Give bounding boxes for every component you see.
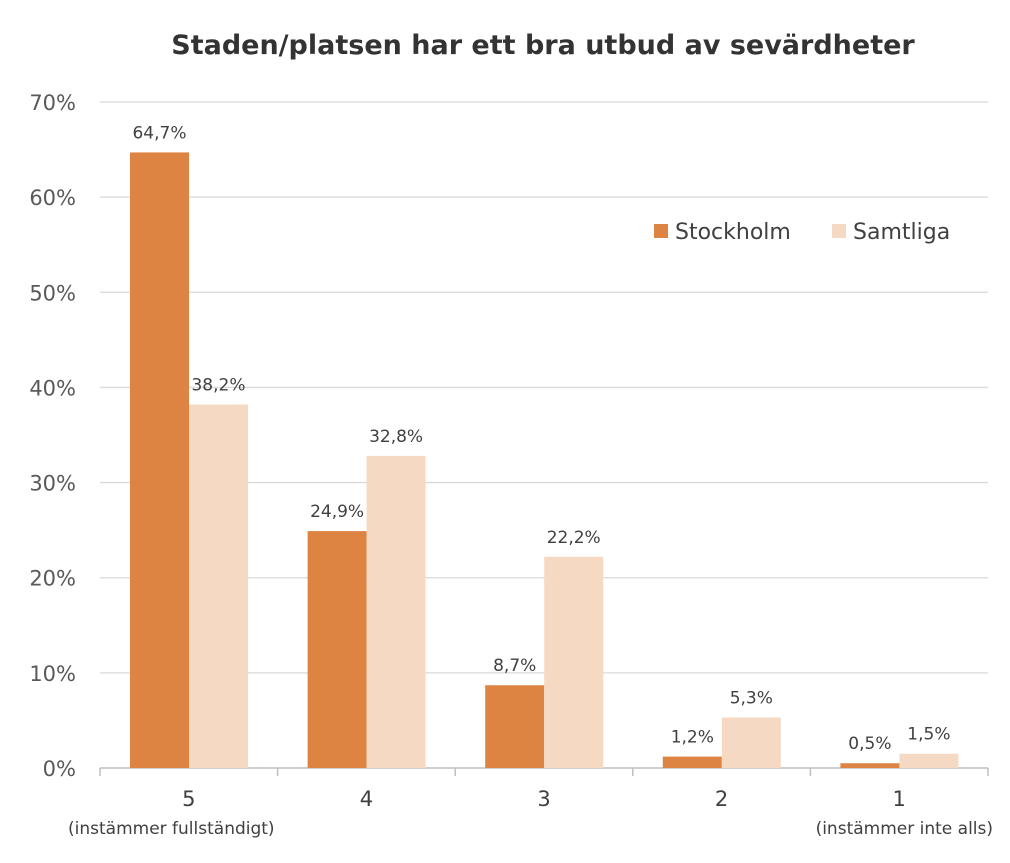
y-tick-label: 40% [29, 376, 76, 400]
y-tick-label: 20% [29, 567, 76, 591]
data-label: 24,9% [310, 502, 364, 522]
legend: Stockholm Samtliga [654, 220, 950, 245]
data-label: 22,2% [547, 528, 601, 548]
y-tick-label: 10% [29, 662, 76, 686]
y-tick-label: 30% [29, 472, 76, 496]
y-tick-label: 50% [29, 281, 76, 305]
bar-samtliga [899, 753, 959, 768]
bar-stockholm [662, 756, 722, 768]
x-tick-label: 2 [715, 787, 728, 811]
data-label: 38,2% [191, 376, 245, 396]
legend-label: Samtliga [853, 220, 950, 245]
x-tick-label: 4 [360, 787, 373, 811]
bar-samtliga [721, 717, 781, 768]
x-tick-label: 5 [182, 787, 195, 811]
bar-samtliga [189, 404, 248, 768]
data-label: 32,8% [369, 427, 423, 447]
x-tick-sublabel: (instämmer fullständigt) [68, 819, 275, 839]
legend-label: Stockholm [675, 220, 791, 245]
data-label: 64,7% [132, 123, 186, 143]
data-label: 1,2% [671, 728, 714, 748]
legend-swatch-stockholm [654, 224, 668, 238]
x-tick-label: 1 [893, 787, 906, 811]
bar-samtliga [366, 455, 426, 768]
bar-stockholm [840, 763, 900, 768]
bar-stockholm [307, 531, 367, 768]
chart-title: Staden/platsen har ett bra utbud av sevä… [171, 30, 915, 61]
y-tick-label: 70% [29, 91, 76, 115]
bar-stockholm [485, 685, 545, 768]
x-tick-label: 3 [537, 787, 550, 811]
bar-stockholm [130, 152, 189, 768]
bar-samtliga [544, 556, 604, 768]
data-label: 8,7% [493, 656, 536, 676]
legend-swatch-samtliga [832, 224, 846, 238]
data-label: 1,5% [907, 725, 950, 745]
y-tick-label: 60% [29, 186, 76, 210]
x-tick-sublabel: (instämmer inte alls) [816, 819, 993, 839]
data-label: 0,5% [848, 734, 891, 754]
data-label: 5,3% [730, 689, 773, 709]
y-tick-label: 0% [43, 757, 76, 781]
